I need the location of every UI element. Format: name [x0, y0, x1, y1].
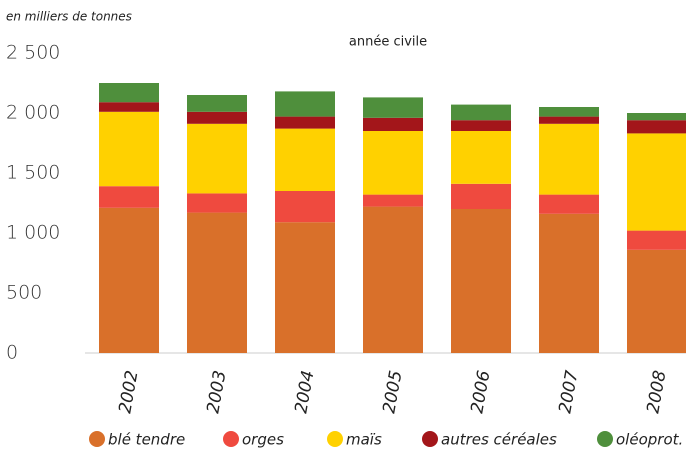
bar-segment	[539, 107, 599, 117]
legend-label: autres céréales	[441, 431, 557, 449]
x-tick-label: 2006	[467, 369, 494, 415]
y-tick-label: 1 000	[6, 222, 60, 244]
bar-segment	[539, 194, 599, 214]
bar-segment	[627, 133, 686, 231]
legend-marker	[422, 431, 438, 447]
bar-segment	[363, 97, 423, 118]
bar-segment	[187, 212, 247, 353]
bar-segment	[275, 116, 335, 129]
bar-segment	[451, 131, 511, 184]
x-tick-label: 2002	[115, 369, 142, 415]
subtitle: année civile	[349, 35, 427, 50]
legend-label: oléoprot.	[616, 431, 683, 449]
bar-segment	[99, 111, 159, 187]
y-tick-label: 1 500	[6, 162, 60, 184]
bar-segment	[363, 117, 423, 131]
legend-label: maïs	[346, 431, 382, 449]
bar-segment	[275, 191, 335, 223]
y-tick-label: 2 500	[6, 42, 60, 64]
y-tick-label: 0	[6, 342, 18, 364]
bar-segment	[187, 95, 247, 112]
x-tick-label: 2005	[379, 369, 406, 415]
bar-segment	[275, 222, 335, 353]
bar-segment	[539, 116, 599, 124]
bar-segment	[627, 249, 686, 353]
bar-segment	[187, 193, 247, 213]
y-tick-label: 500	[6, 282, 42, 304]
bar-segment	[627, 113, 686, 121]
x-tick-label: 2003	[203, 369, 230, 415]
legend-marker	[223, 431, 239, 447]
bar-segment	[451, 120, 511, 131]
y-tick-label: 2 000	[6, 102, 60, 124]
x-tick-label: 2004	[291, 369, 318, 415]
bar-segment	[627, 120, 686, 134]
legend-marker	[89, 431, 105, 447]
axis-unit: en milliers de tonnes	[6, 10, 132, 24]
bar-segment	[539, 213, 599, 353]
x-tick-label: 2007	[555, 369, 582, 415]
bar-segment	[451, 209, 511, 353]
bar-segment	[187, 123, 247, 194]
bar-segment	[275, 128, 335, 191]
legend-label: blé tendre	[108, 431, 185, 449]
legend-label: orges	[242, 431, 284, 449]
legend-marker	[597, 431, 613, 447]
bar-segment	[99, 207, 159, 353]
bar-segment	[451, 183, 511, 209]
bar-segment	[363, 131, 423, 195]
bar-segment	[627, 230, 686, 250]
bar-segment	[187, 111, 247, 124]
legend-marker	[327, 431, 343, 447]
bar-segment	[539, 123, 599, 195]
bar-segment	[275, 91, 335, 117]
bar-segment	[451, 104, 511, 121]
bar-segment	[99, 83, 159, 103]
bar-segment	[99, 102, 159, 112]
bar-segment	[99, 186, 159, 208]
bar-segment	[363, 194, 423, 207]
x-tick-label: 2008	[643, 369, 670, 415]
bar-segment	[363, 206, 423, 353]
